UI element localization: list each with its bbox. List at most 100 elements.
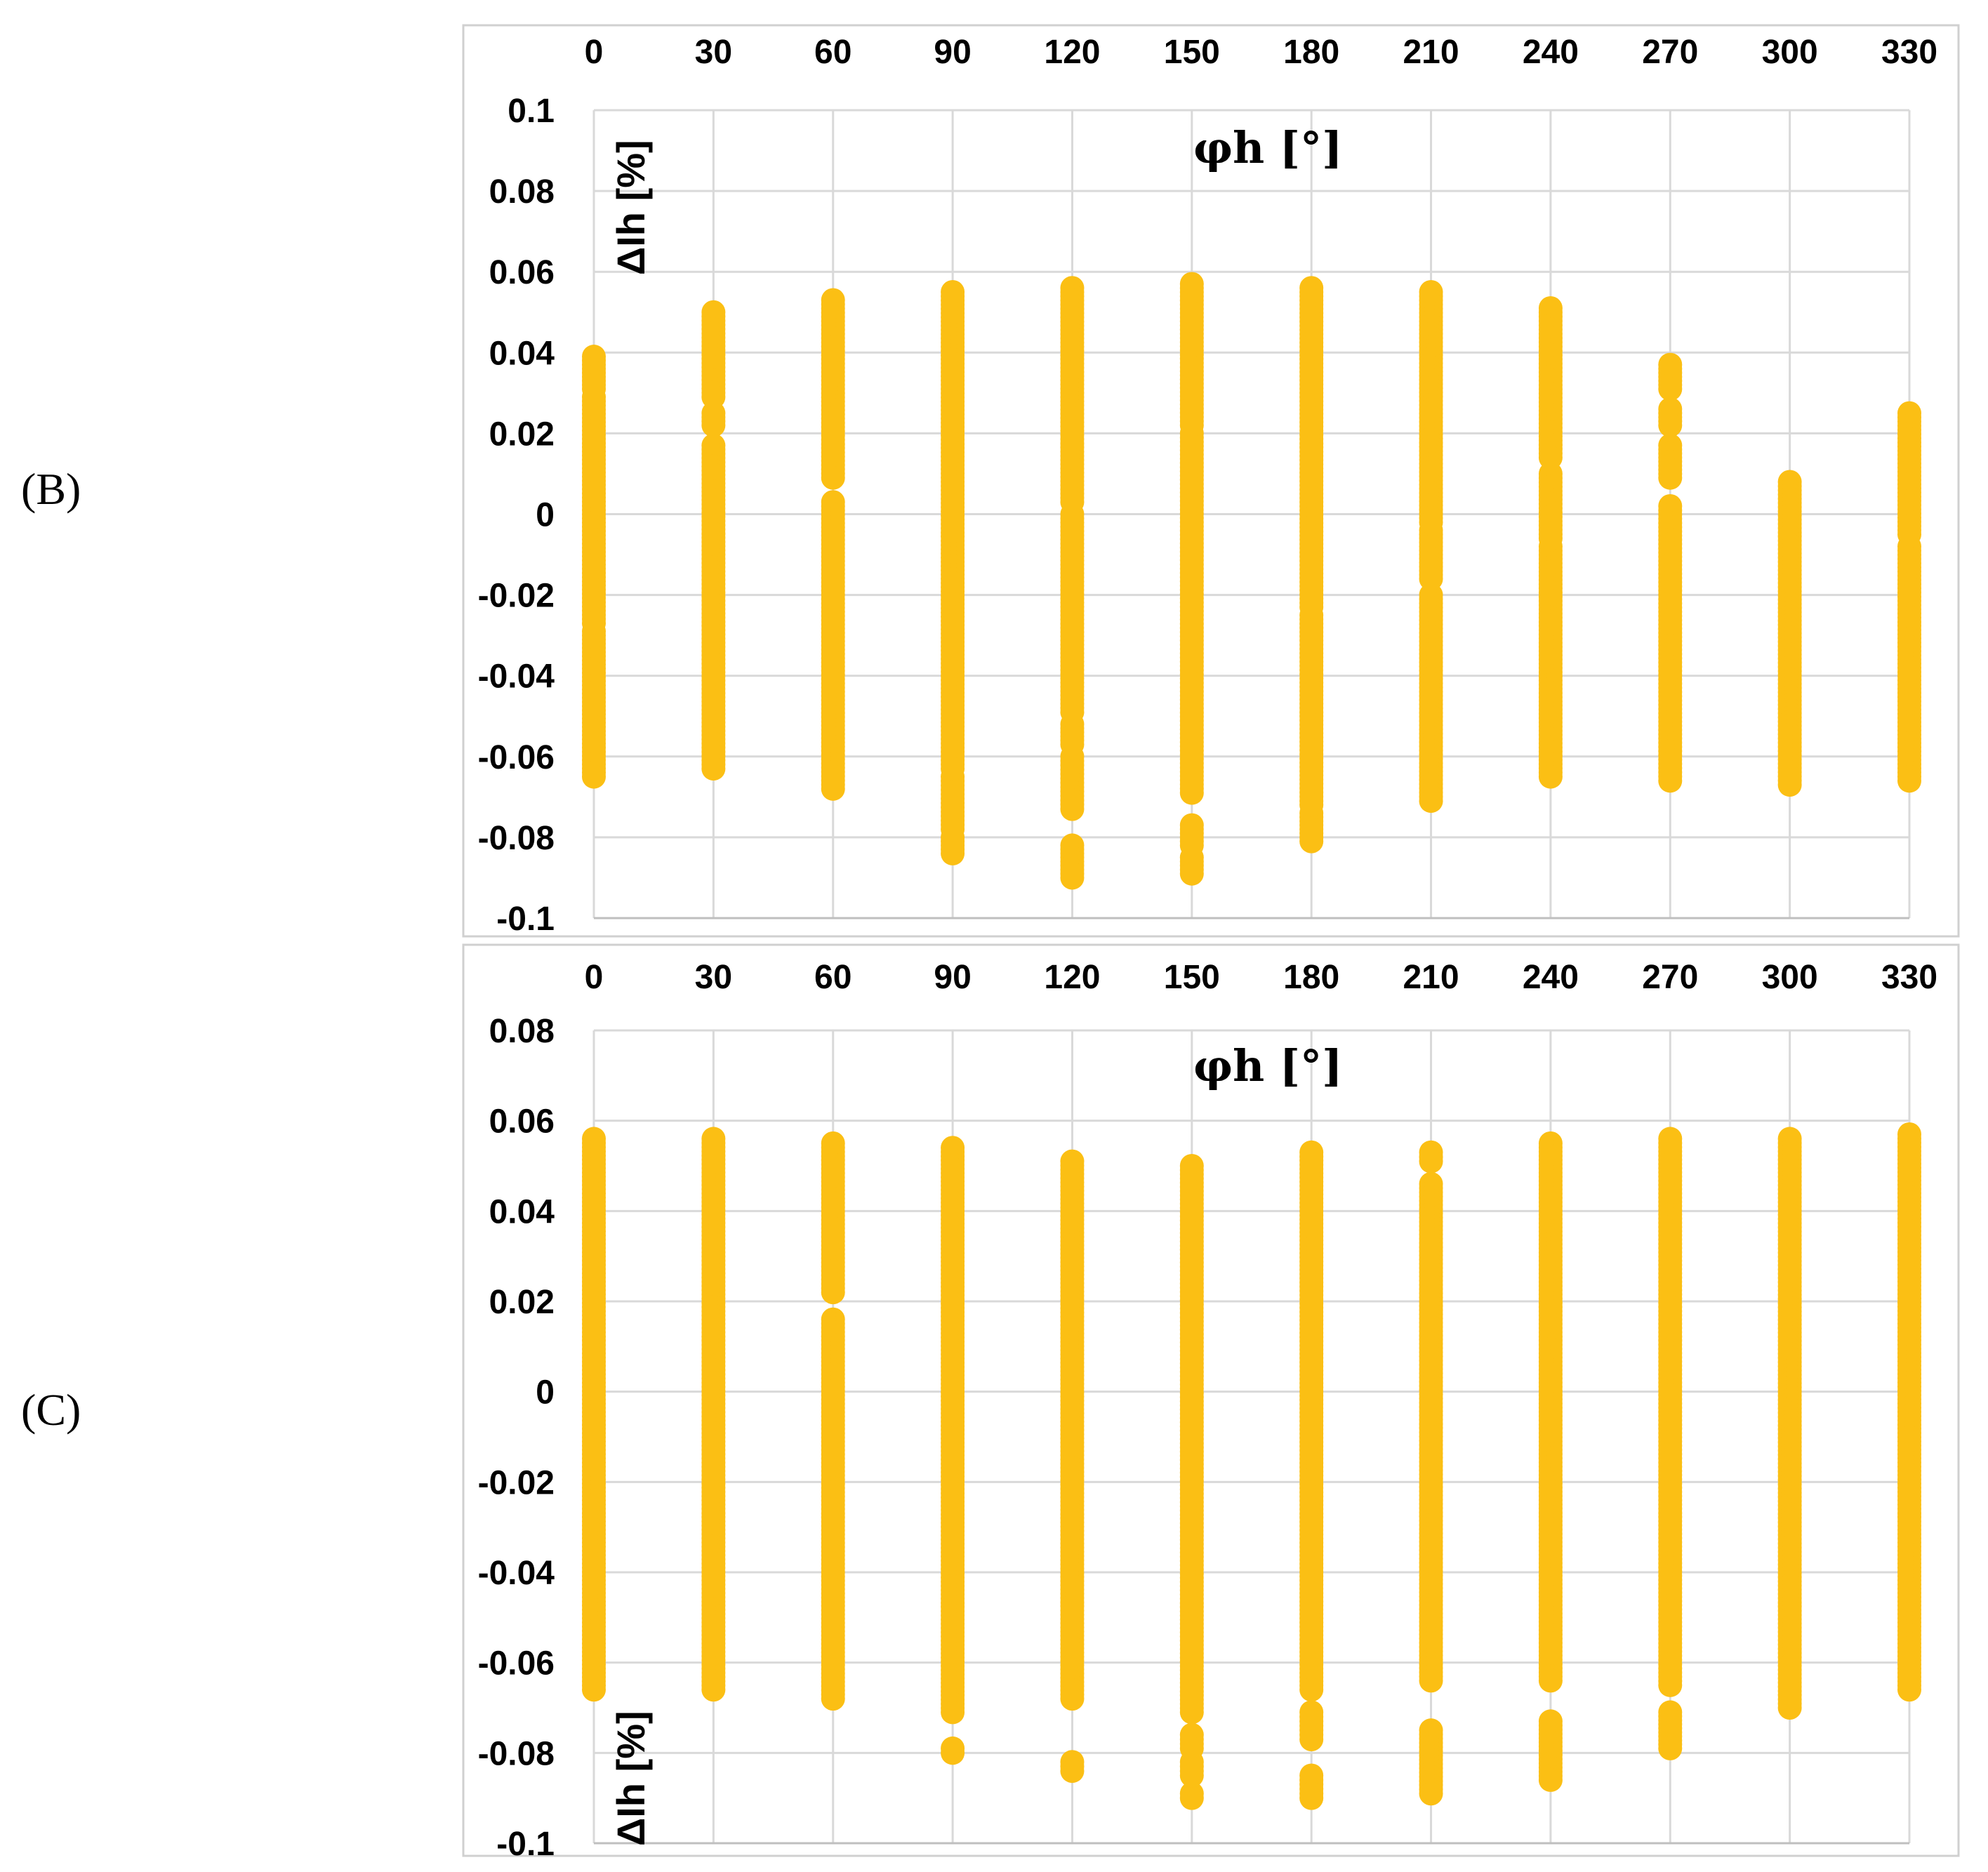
panel-b-point-x120-run4 xyxy=(1060,490,1085,515)
panel-c-point-x90-run0 xyxy=(941,1741,965,1765)
panel-b-frame xyxy=(462,24,1960,938)
panel-c-x-tick-330: 330 xyxy=(1881,959,1937,996)
panel-b-point-x270-run1 xyxy=(1658,465,1683,490)
panel-c-x-tick-180: 180 xyxy=(1283,959,1339,996)
panel-b-label: (B) xyxy=(21,464,81,514)
panel-c-point-x180-run1 xyxy=(1299,1727,1324,1752)
panel-c-x-tick-210: 210 xyxy=(1403,959,1459,996)
panel-b-point-x150-run2 xyxy=(1179,781,1204,805)
panel-c-point-x120-run0 xyxy=(1060,1759,1085,1784)
panel-c-point-x270-run1 xyxy=(1658,1673,1683,1697)
panel-b-y-tick-2: 0.06 xyxy=(489,254,555,291)
panel-b-x-tick-0: 0 xyxy=(585,34,604,71)
panel-c-x-tick-150: 150 xyxy=(1164,959,1220,996)
panel-c-y-axis-title: ΔIh [%] xyxy=(609,1711,653,1846)
panel-b-y-tick-5: 0 xyxy=(536,497,555,534)
panel-c-data-points xyxy=(582,1122,1921,1810)
panel-c-x-axis-title: φh [°] xyxy=(1193,1040,1342,1091)
panel-c-point-x0-run0 xyxy=(582,1678,606,1702)
panel-b-x-tick-150: 150 xyxy=(1164,34,1220,71)
panel-b-x-tick-60: 60 xyxy=(814,34,851,71)
panel-b-x-tick-120: 120 xyxy=(1044,34,1100,71)
panel-b-point-x30-run2 xyxy=(701,385,726,409)
panel-b-point-x0-run0 xyxy=(582,764,606,789)
panel-c-point-x210-run1 xyxy=(1419,1668,1443,1693)
panel-b-point-x150-run3 xyxy=(1179,413,1204,437)
panel-b-x-tick-90: 90 xyxy=(934,34,971,71)
chart-panel-c: (C) 0 30 60 90 120 150 180 210 240 270 300 330 0.08… xyxy=(21,943,1960,1863)
panel-b-point-x0-run1 xyxy=(582,611,606,635)
panel-b-point-x180-run2 xyxy=(1299,595,1324,619)
panel-b-x-tick-30: 30 xyxy=(695,34,732,71)
panel-b-point-x330-run0 xyxy=(1897,769,1921,793)
panel-b-x-tick-labels: 0 30 60 90 120 150 180 210 240 270 300 330 xyxy=(585,34,1937,71)
panel-c-point-x180-run0 xyxy=(1299,1786,1324,1810)
panel-c-point-x30-run0 xyxy=(701,1678,726,1702)
chart-panel-b: (B) 0 30 60 90 120 150 180 210 240 270 300 330 0.10… xyxy=(21,24,1960,938)
panel-b-y-tick-6: -0.02 xyxy=(478,578,555,615)
panel-b-y-tick-3: 0.04 xyxy=(489,335,555,372)
panel-c-y-tick-4: 0 xyxy=(536,1374,555,1412)
panel-b-x-tick-300: 300 xyxy=(1762,34,1818,71)
panel-b-x-tick-330: 330 xyxy=(1881,34,1937,71)
panel-b-y-tick-0: 0.1 xyxy=(508,93,555,130)
panel-b-x-tick-240: 240 xyxy=(1523,34,1579,71)
panel-b-y-tick-7: -0.04 xyxy=(478,658,555,696)
panel-b-y-tick-labels: 0.1 0.08 0.06 0.04 0.02 0 -0.02 -0.04 -0.06 -0.08… xyxy=(478,93,555,938)
panel-b-point-x90-run1 xyxy=(941,817,965,842)
panel-c-point-x90-run1 xyxy=(941,1700,965,1725)
panel-b-point-x270-run3 xyxy=(1658,377,1683,401)
panel-b-point-x30-run0 xyxy=(701,757,726,781)
panel-c-y-tick-1: 0.06 xyxy=(489,1103,555,1141)
panel-b-y-tick-9: -0.08 xyxy=(478,820,555,857)
panel-c-y-tick-7: -0.06 xyxy=(478,1645,555,1682)
panel-c-x-tick-270: 270 xyxy=(1642,959,1698,996)
panel-c-y-tick-3: 0.02 xyxy=(489,1284,555,1321)
panel-c-point-x240-run0 xyxy=(1538,1767,1563,1792)
panel-c-point-x210-run2 xyxy=(1419,1149,1443,1174)
panel-b-y-tick-8: -0.06 xyxy=(478,739,555,776)
panel-c-y-tick-6: -0.04 xyxy=(478,1555,555,1592)
panel-b-x-tick-180: 180 xyxy=(1283,34,1339,71)
panel-c-x-tick-0: 0 xyxy=(585,959,604,996)
panel-b-point-x30-run1 xyxy=(701,413,726,437)
panel-b-point-x240-run1 xyxy=(1538,526,1563,551)
panel-c-y-tick-2: 0.04 xyxy=(489,1193,555,1230)
panel-b-x-tick-270: 270 xyxy=(1642,34,1698,71)
panel-c-x-tick-300: 300 xyxy=(1762,959,1818,996)
panel-b-point-x210-run1 xyxy=(1419,566,1443,591)
panel-b-point-x240-run0 xyxy=(1538,764,1563,789)
panel-c-point-x150-run3 xyxy=(1179,1700,1204,1725)
panel-b-point-x270-run2 xyxy=(1658,413,1683,437)
panel-b-point-x210-run2 xyxy=(1419,510,1443,535)
panel-b-point-x180-run1 xyxy=(1299,792,1324,817)
panel-c-x-tick-labels: 0 30 60 90 120 150 180 210 240 270 300 330 xyxy=(585,959,1937,996)
panel-b-x-axis-title: φh [°] xyxy=(1193,122,1342,173)
panel-c-point-x60-run1 xyxy=(821,1280,845,1305)
panel-b-point-x0-run2 xyxy=(582,377,606,401)
panel-b-point-x210-run0 xyxy=(1419,789,1443,814)
panel-c-point-x270-run0 xyxy=(1658,1736,1683,1760)
panel-b-point-x150-run0 xyxy=(1179,861,1204,886)
panel-b-y-axis-title: ΔIh [%] xyxy=(609,140,653,275)
panel-c-point-x210-run0 xyxy=(1419,1781,1443,1806)
panel-b-point-x330-run1 xyxy=(1897,522,1921,547)
panel-c-frame xyxy=(462,943,1960,1857)
panel-b-point-x240-run2 xyxy=(1538,445,1563,470)
panel-c-label: (C) xyxy=(21,1385,81,1435)
panel-c-point-x330-run0 xyxy=(1897,1678,1921,1702)
panel-c-y-tick-labels: 0.08 0.06 0.04 0.02 0 -0.02 -0.04 -0.06 -0.08 -0.… xyxy=(478,1013,555,1863)
panel-b-point-x60-run1 xyxy=(821,465,845,490)
panel-c-point-x150-run1 xyxy=(1179,1763,1204,1788)
panel-c-y-tick-8: -0.08 xyxy=(478,1735,555,1772)
panel-c-y-tick-9: -0.1 xyxy=(496,1826,555,1863)
panel-b-point-x90-run2 xyxy=(941,757,965,781)
panel-c-point-x120-run1 xyxy=(1060,1687,1085,1711)
panel-c-x-tick-240: 240 xyxy=(1523,959,1579,996)
panel-c-point-x180-run2 xyxy=(1299,1678,1324,1702)
panel-b-point-x90-run0 xyxy=(941,841,965,865)
panel-b-point-x120-run1 xyxy=(1060,797,1085,821)
panel-c-x-tick-60: 60 xyxy=(814,959,851,996)
panel-c-point-x150-run2 xyxy=(1179,1736,1204,1760)
